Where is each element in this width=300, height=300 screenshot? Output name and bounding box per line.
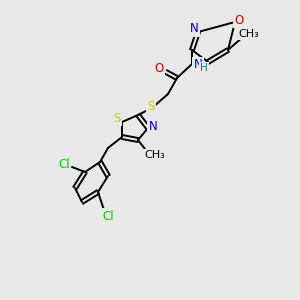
Text: S: S: [113, 112, 121, 124]
Text: CH₃: CH₃: [145, 150, 165, 160]
Text: Cl: Cl: [58, 158, 70, 172]
Text: N: N: [194, 58, 202, 71]
Text: N: N: [148, 119, 158, 133]
Text: O: O: [234, 14, 244, 26]
Text: CH₃: CH₃: [238, 29, 260, 39]
Text: N: N: [190, 22, 198, 35]
Text: S: S: [147, 100, 155, 113]
Text: Cl: Cl: [102, 209, 114, 223]
Text: H: H: [200, 63, 208, 73]
Text: O: O: [154, 62, 164, 76]
